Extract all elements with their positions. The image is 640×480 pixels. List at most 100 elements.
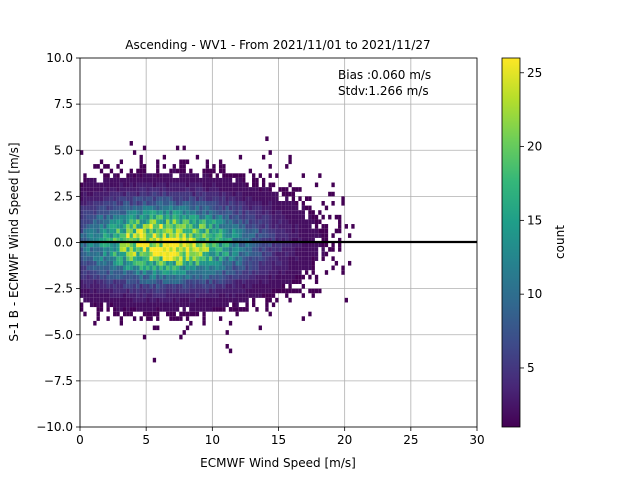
heatmap-cell xyxy=(182,284,186,289)
heatmap-cell xyxy=(195,260,200,266)
heatmap-cell xyxy=(258,187,262,192)
heatmap-cell xyxy=(179,177,183,183)
heatmap-cell xyxy=(222,284,226,289)
heatmap-cell xyxy=(169,168,173,174)
heatmap-cell xyxy=(202,297,206,303)
heatmap-cell xyxy=(162,200,167,206)
heatmap-cell xyxy=(89,284,94,289)
heatmap-cell xyxy=(215,251,219,257)
heatmap-cell xyxy=(175,168,180,174)
heatmap-cell xyxy=(156,159,160,165)
heatmap-cell xyxy=(222,251,226,257)
heatmap-cell xyxy=(172,279,176,285)
heatmap-cell xyxy=(268,219,272,225)
heatmap-cell xyxy=(89,265,94,271)
heatmap-cell xyxy=(123,205,127,211)
heatmap-cell xyxy=(288,265,292,271)
heatmap-cell xyxy=(218,187,223,192)
heatmap-cell xyxy=(205,177,210,183)
heatmap-cell xyxy=(126,251,130,257)
stdv-annotation: Stdv:1.266 m/s xyxy=(338,84,429,98)
heatmap-cell xyxy=(136,288,140,294)
heatmap-cell xyxy=(199,196,203,201)
heatmap-cell xyxy=(212,237,216,243)
heatmap-cell xyxy=(271,219,276,225)
heatmap-cell xyxy=(89,279,94,285)
heatmap-cell xyxy=(142,164,147,169)
heatmap-cell xyxy=(156,214,160,220)
heatmap-cell xyxy=(182,279,186,285)
heatmap-cell xyxy=(245,200,249,206)
heatmap-cell xyxy=(291,210,296,215)
heatmap-cell xyxy=(139,270,143,275)
heatmap-cell xyxy=(252,196,256,201)
heatmap-cell xyxy=(116,247,120,252)
heatmap-cell xyxy=(96,311,100,317)
heatmap-cell xyxy=(142,260,147,266)
heatmap-cell xyxy=(119,297,124,303)
heatmap-cell xyxy=(159,228,163,234)
heatmap-cell xyxy=(89,293,94,298)
heatmap-cell xyxy=(258,237,262,243)
heatmap-cell xyxy=(347,233,352,238)
heatmap-cell xyxy=(172,288,176,294)
heatmap-cell xyxy=(252,265,256,271)
heatmap-cell xyxy=(268,187,272,192)
heatmap-cell xyxy=(252,187,256,192)
heatmap-cell xyxy=(93,284,97,289)
heatmap-cell xyxy=(209,242,213,248)
heatmap-cell xyxy=(159,284,163,289)
heatmap-cell xyxy=(195,196,200,201)
heatmap-cell xyxy=(232,224,236,229)
heatmap-cell xyxy=(311,251,315,257)
heatmap-cell xyxy=(334,260,339,266)
heatmap-cell xyxy=(218,196,223,201)
heatmap-cell xyxy=(245,214,249,220)
heatmap-cell xyxy=(222,168,226,174)
heatmap-cell xyxy=(146,219,150,225)
heatmap-cell xyxy=(152,247,157,252)
heatmap-cell xyxy=(99,233,104,238)
heatmap-cell xyxy=(93,164,97,169)
heatmap-cell xyxy=(132,182,137,188)
heatmap-cell xyxy=(298,247,302,252)
heatmap-cell xyxy=(258,242,262,248)
heatmap-cell xyxy=(189,205,193,211)
heatmap-cell xyxy=(238,182,243,188)
colorbar-tick-label: 10 xyxy=(527,287,542,301)
heatmap-cell xyxy=(285,274,289,280)
heatmap-cell xyxy=(132,224,137,229)
heatmap-cell xyxy=(218,297,223,303)
heatmap-cell xyxy=(116,200,120,206)
heatmap-cell xyxy=(222,307,226,312)
heatmap-cell xyxy=(113,214,117,220)
heatmap-cell xyxy=(142,228,147,234)
heatmap-cell xyxy=(268,274,272,280)
heatmap-cell xyxy=(225,219,229,225)
heatmap-cell xyxy=(93,260,97,266)
heatmap-cell xyxy=(195,154,200,160)
heatmap-cell xyxy=(83,293,87,298)
heatmap-cell xyxy=(265,279,269,285)
heatmap-cell xyxy=(258,288,262,294)
heatmap-cell xyxy=(218,279,223,285)
heatmap-cell xyxy=(182,270,186,275)
heatmap-cell xyxy=(132,200,137,206)
heatmap-cell xyxy=(252,247,256,252)
heatmap-cell xyxy=(215,196,219,201)
heatmap-cell xyxy=(80,274,84,280)
heatmap-cell xyxy=(106,200,110,206)
heatmap-cell xyxy=(146,288,150,294)
heatmap-cell xyxy=(238,274,243,280)
heatmap-cell xyxy=(185,311,190,317)
heatmap-cell xyxy=(185,205,190,211)
heatmap-cell xyxy=(311,256,315,261)
heatmap-cell xyxy=(222,210,226,215)
heatmap-cell xyxy=(185,200,190,206)
heatmap-cell xyxy=(205,251,210,257)
heatmap-cell xyxy=(132,279,137,285)
heatmap-cell xyxy=(109,247,114,252)
heatmap-cell xyxy=(209,260,213,266)
heatmap-cell xyxy=(278,187,282,192)
